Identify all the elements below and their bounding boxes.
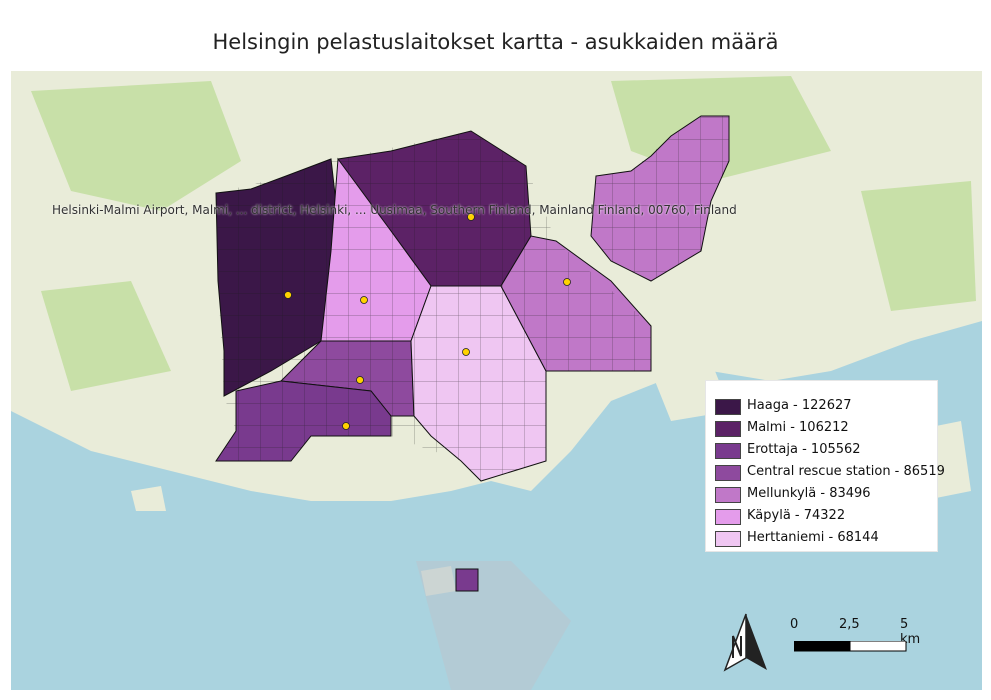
legend-label: Central rescue station - 86519: [747, 464, 945, 479]
legend-swatch: [715, 443, 741, 459]
station-erottaja[interactable]: [342, 422, 350, 430]
geocode-label: Helsinki-Malmi Airport, Malmi, ... distr…: [52, 203, 737, 217]
legend-label: Malmi - 106212: [747, 420, 849, 435]
legend-swatch: [715, 421, 741, 437]
station-kapyla[interactable]: [360, 296, 368, 304]
legend: Haaga - 122627 Malmi - 106212 Erottaja -…: [705, 380, 945, 552]
station-central[interactable]: [356, 376, 364, 384]
scale-label: 2,5: [839, 617, 860, 632]
scale-label: 0: [790, 617, 799, 632]
legend-swatch: [715, 465, 741, 481]
green-area: [861, 181, 976, 311]
shipping-zone: [416, 561, 571, 690]
station-haaga[interactable]: [284, 291, 292, 299]
north-arrow-icon: [721, 612, 771, 674]
island: [131, 486, 166, 511]
station-mellunkyla[interactable]: [563, 278, 571, 286]
legend-swatch: [715, 399, 741, 415]
legend-swatch: [715, 487, 741, 503]
station-herttaniemi[interactable]: [462, 348, 470, 356]
grid-overlay: [216, 131, 651, 481]
legend-label: Herttaniemi - 68144: [747, 530, 879, 545]
green-area: [41, 281, 171, 391]
legend-swatch: [715, 531, 741, 547]
legend-label: Erottaja - 105562: [747, 442, 861, 457]
grid-overlay: [591, 116, 729, 281]
scale-bar: 0 2,5 5 km: [790, 617, 930, 657]
district-erottaja-island[interactable]: [455, 568, 479, 592]
legend-swatch: [715, 509, 741, 525]
legend-label: Haaga - 122627: [747, 398, 852, 413]
station-malmi[interactable]: [467, 213, 475, 221]
map-title: Helsingin pelastuslaitokset kartta - asu…: [212, 30, 779, 54]
green-area: [31, 81, 241, 211]
legend-label: Käpylä - 74322: [747, 508, 846, 523]
legend-label: Mellunkylä - 83496: [747, 486, 871, 501]
